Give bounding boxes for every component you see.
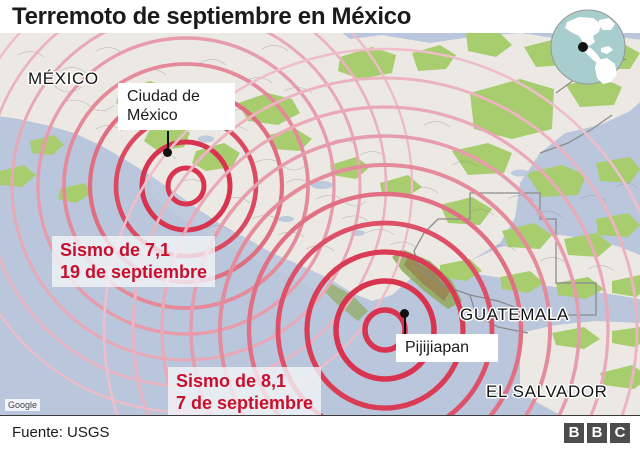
footer: Fuente: USGS B B C (0, 415, 640, 451)
bbc-logo-block-2: B (587, 423, 607, 443)
callout-ciudad-de-mexico: Ciudad de México (118, 83, 235, 130)
bbc-logo: B B C (564, 423, 630, 443)
label-mexico: MÉXICO (28, 69, 99, 88)
source-label: Fuente: USGS (12, 424, 110, 441)
epicenter-dot-ciudad-de-mexico (163, 148, 172, 157)
epicenter-dot-pijijiapan (400, 309, 409, 318)
bbc-logo-block-3: C (610, 423, 630, 443)
page-title: Terremoto de septiembre en México (12, 3, 412, 30)
bbc-logo-block-1: B (564, 423, 584, 443)
globe-inset (550, 9, 626, 85)
leader-line-pijijiapan (404, 316, 406, 335)
map-basemap (0, 33, 640, 415)
label-el-salvador: EL SALVADOR (486, 382, 608, 401)
map-canvas[interactable]: MÉXICO GUATEMALA EL SALVADOR Ciudad de M… (0, 33, 640, 415)
callout-pijijiapan: Pijijiapan (396, 334, 498, 362)
quake-label-8-1: Sismo de 8,1 7 de septiembre (168, 367, 322, 415)
quake-label-7-1: Sismo de 7,1 19 de septiembre (52, 236, 216, 287)
title-bar: Terremoto de septiembre en México (0, 0, 640, 33)
label-guatemala: GUATEMALA (460, 305, 569, 324)
google-attribution[interactable]: Google (5, 399, 41, 411)
